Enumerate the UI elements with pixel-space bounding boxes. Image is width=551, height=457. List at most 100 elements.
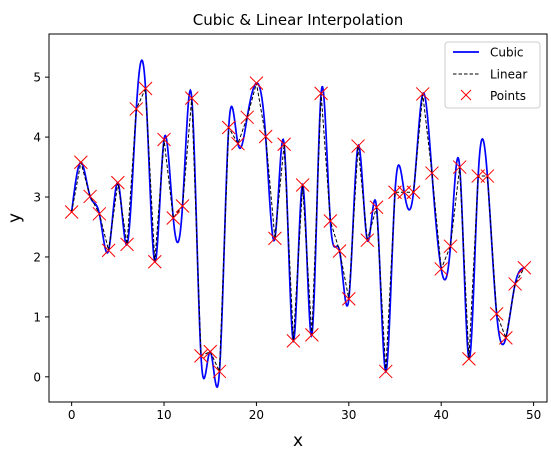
marker-stroke xyxy=(360,233,375,248)
marker-stroke xyxy=(129,102,144,116)
data-point-marker xyxy=(157,132,171,147)
data-point-marker xyxy=(323,214,338,228)
marker-stroke xyxy=(462,351,476,366)
marker-stroke xyxy=(434,262,449,276)
data-point-marker xyxy=(295,178,310,192)
marker-stroke xyxy=(83,189,97,204)
data-point-marker xyxy=(129,102,144,116)
data-point-marker xyxy=(462,351,476,366)
data-point-marker xyxy=(360,233,375,248)
marker-stroke xyxy=(249,76,264,91)
marker-stroke xyxy=(240,110,255,125)
marker-stroke xyxy=(221,120,236,135)
marker-stroke xyxy=(341,292,356,306)
data-point-marker xyxy=(203,344,218,359)
data-point-marker xyxy=(314,86,328,101)
data-point-marker xyxy=(175,199,190,213)
data-point-marker xyxy=(480,169,495,183)
x-tick-label: 30 xyxy=(341,408,356,422)
data-point-marker xyxy=(184,91,199,105)
marker-stroke xyxy=(508,277,522,291)
marker-stroke xyxy=(194,348,208,363)
data-point-marker xyxy=(92,206,107,221)
data-point-marker xyxy=(332,244,347,258)
marker-stroke xyxy=(157,132,171,147)
x-tick-label: 40 xyxy=(434,408,449,422)
marker-stroke xyxy=(332,244,347,258)
marker-stroke xyxy=(489,307,504,321)
legend-points-swatch xyxy=(460,89,472,101)
data-point-marker xyxy=(489,307,504,321)
data-point-marker xyxy=(351,139,365,153)
marker-stroke xyxy=(258,129,273,144)
y-tick-label: 5 xyxy=(33,71,41,85)
plot-frame xyxy=(48,33,548,403)
data-point-marker xyxy=(508,277,522,291)
marker-stroke xyxy=(110,175,125,190)
data-point-marker xyxy=(166,211,181,225)
data-point-marker xyxy=(378,364,393,379)
data-point-marker xyxy=(147,254,162,269)
marker-stroke xyxy=(369,200,384,215)
data-point-marker xyxy=(240,110,255,125)
marker-stroke xyxy=(286,334,301,348)
marker-stroke xyxy=(415,87,430,101)
data-point-marker xyxy=(341,292,356,306)
x-tick-label: 50 xyxy=(526,408,541,422)
marker-stroke xyxy=(147,254,162,269)
marker-stroke xyxy=(120,237,134,252)
data-point-marker xyxy=(286,334,301,348)
data-point-marker xyxy=(517,260,532,275)
data-point-marker xyxy=(64,205,79,219)
data-point-marker xyxy=(305,328,319,342)
data-point-marker xyxy=(415,87,430,101)
marker-stroke xyxy=(74,155,88,170)
data-point-marker xyxy=(425,166,439,180)
data-point-marker xyxy=(221,120,236,135)
y-tick-label: 1 xyxy=(33,310,41,324)
legend-box xyxy=(444,41,541,109)
marker-stroke xyxy=(231,136,245,151)
data-point-marker xyxy=(212,364,227,379)
plot-area xyxy=(64,59,532,389)
data-point-marker xyxy=(369,200,384,215)
data-point-marker xyxy=(101,243,116,258)
data-point-marker xyxy=(231,136,245,151)
chart-title: Cubic & Linear Interpolation xyxy=(193,11,404,29)
data-point-marker xyxy=(443,239,458,254)
marker-stroke xyxy=(64,205,79,219)
data-point-marker xyxy=(194,348,208,363)
marker-stroke xyxy=(452,160,467,174)
data-point-marker xyxy=(83,189,97,204)
marker-stroke xyxy=(499,331,513,345)
data-point-marker xyxy=(268,231,282,246)
data-point-marker xyxy=(499,331,513,345)
data-point-marker xyxy=(406,185,421,200)
y-tick-label: 2 xyxy=(33,250,41,264)
data-point-marker xyxy=(277,137,291,152)
data-point-marker xyxy=(110,175,125,190)
marker-stroke xyxy=(295,178,310,192)
data-point-marker xyxy=(434,262,449,276)
marker-stroke xyxy=(480,169,495,183)
marker-stroke xyxy=(101,243,116,258)
legend: Cubic Linear Points xyxy=(444,41,541,109)
linear-series-line xyxy=(71,83,525,372)
marker-stroke xyxy=(277,137,291,152)
x-tick-label: 20 xyxy=(249,408,264,422)
x-tick-label: 0 xyxy=(68,408,76,422)
marker-stroke xyxy=(351,139,365,153)
data-point-marker xyxy=(452,160,467,174)
marker-stroke xyxy=(166,211,181,225)
y-tick-label: 3 xyxy=(33,191,41,205)
data-point-marker xyxy=(258,129,273,144)
data-point-marker xyxy=(74,155,88,170)
marker-stroke xyxy=(92,206,107,221)
marker-stroke xyxy=(323,214,338,228)
marker-stroke xyxy=(268,231,282,246)
y-tick-label: 4 xyxy=(33,131,41,145)
marker-stroke xyxy=(138,81,153,96)
y-axis-label: y xyxy=(5,213,25,223)
marker-stroke xyxy=(184,91,199,105)
